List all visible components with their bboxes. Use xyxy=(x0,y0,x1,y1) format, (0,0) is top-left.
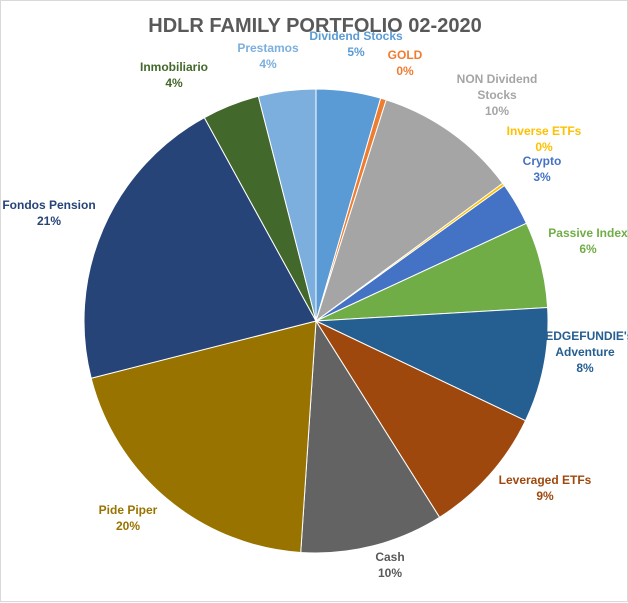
pie-slice-fondos-pension xyxy=(83,116,317,379)
pie-label-line: Pide Piper xyxy=(99,503,158,517)
pie-slice-leveraged-etfs xyxy=(314,319,527,519)
pie-slice-non-dividend-stocks xyxy=(315,99,504,323)
pie-label-line: Leveraged ETFs xyxy=(499,473,592,487)
pie-label-line: NON Dividend xyxy=(457,72,538,86)
pie-label-line: 4% xyxy=(259,57,277,71)
pie-slices xyxy=(83,88,549,554)
pie-label-non-dividend-stocks: NON Dividend Stocks 10% xyxy=(457,72,538,118)
pie-label-line: 6% xyxy=(579,242,597,256)
pie-label-gold: GOLD 0% xyxy=(388,48,423,78)
pie-label-line: Crypto xyxy=(523,154,562,168)
pie-label-line: 4% xyxy=(165,76,183,90)
pie-label-pide-piper: Pide Piper 20% xyxy=(99,503,158,533)
pie-label-inverse-etfs: Inverse ETFs 0% xyxy=(507,124,582,154)
pie-label-line: Fondos Pension xyxy=(2,198,95,212)
pie-label-cash: Cash 10% xyxy=(375,550,404,580)
pie-label-crypto: Crypto 3% xyxy=(523,154,562,184)
pie-label-line: Inverse ETFs xyxy=(507,124,582,138)
pie-label-line: GOLD xyxy=(388,48,423,62)
pie-label-line: Passive Index xyxy=(548,226,628,240)
pie-label-hedgefundie-s-adventure: HEDGEFUNDIE's Adventure 8% xyxy=(537,329,628,375)
pie-label-fondos-pension: Fondos Pension 21% xyxy=(2,198,95,228)
pie-label-line: 8% xyxy=(576,361,594,375)
pie-label-line: Inmobiliario xyxy=(140,60,208,74)
pie-slice-prestamos xyxy=(257,88,317,322)
pie-label-line: Stocks xyxy=(477,88,517,102)
pie-labels: Dividend Stocks 5% GOLD 0% NON Dividend Stock… xyxy=(2,29,628,580)
pie-label-line: Adventure xyxy=(555,345,615,359)
pie-label-line: 10% xyxy=(485,104,509,118)
pie-slice-pide-piper xyxy=(90,320,317,554)
pie-slice-cash xyxy=(300,319,441,554)
pie-label-line: 10% xyxy=(378,566,402,580)
pie-label-dividend-stocks: Dividend Stocks 5% xyxy=(309,29,403,59)
pie-label-inmobiliario: Inmobiliario 4% xyxy=(140,60,208,90)
pie-label-line: 5% xyxy=(347,45,365,59)
pie-label-line: 9% xyxy=(536,489,554,503)
pie-label-line: HEDGEFUNDIE's xyxy=(537,329,628,343)
pie-label-line: 0% xyxy=(535,140,553,154)
pie-slice-hedgefundie-s-adventure xyxy=(315,307,549,422)
pie-label-line: 20% xyxy=(116,519,140,533)
pie-label-line: 21% xyxy=(37,214,61,228)
pie-label-line: Cash xyxy=(375,550,404,564)
pie-label-leveraged-etfs: Leveraged ETFs 9% xyxy=(499,473,592,503)
pie-label-passive-index: Passive Index 6% xyxy=(548,226,628,256)
chart-title: HDLR FAMILY PORTFOLIO 02-2020 xyxy=(148,15,481,37)
pie-label-line: 3% xyxy=(533,170,551,184)
pie-label-prestamos: Prestamos 4% xyxy=(237,41,299,71)
pie-label-line: Dividend Stocks xyxy=(309,29,403,43)
pie-label-line: 0% xyxy=(396,64,414,78)
pie-label-line: Prestamos xyxy=(237,41,299,55)
